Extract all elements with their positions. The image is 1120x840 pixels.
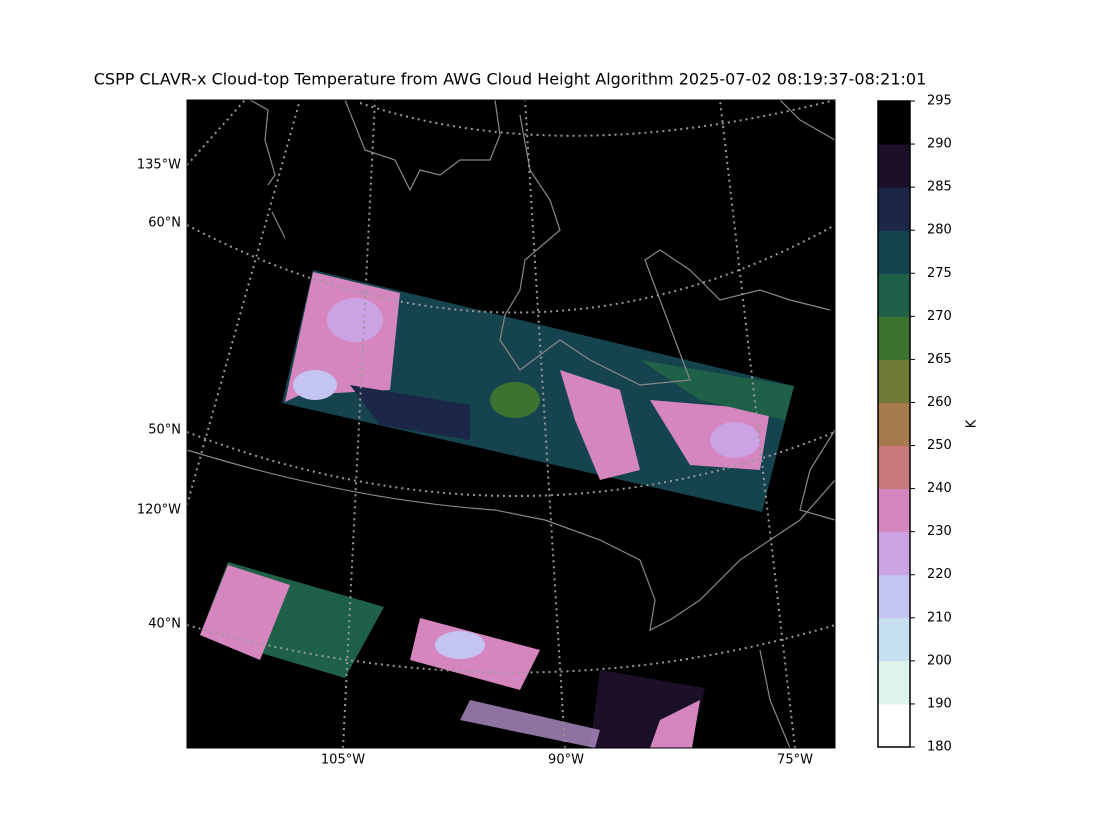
cloud-patch (710, 422, 760, 458)
cloud-patch (560, 370, 640, 480)
colorbar-segment (878, 660, 910, 705)
cloud-patch (640, 360, 794, 420)
lat-label: 50°N (148, 423, 181, 438)
lon-label: 75°W (777, 753, 813, 768)
colorbar-tick-label: 200 (927, 653, 952, 668)
colorbar-segment (878, 144, 910, 188)
cloud-patch (650, 700, 700, 748)
colorbar-segment (878, 445, 910, 490)
colorbar-tick-label: 270 (927, 309, 952, 324)
colorbar-tick-label: 260 (927, 395, 952, 410)
colorbar-segment (878, 359, 910, 403)
colorbar-label: K (965, 419, 980, 428)
colorbar-tick-label: 180 (927, 740, 952, 755)
lat-label: 40°N (148, 617, 181, 632)
colorbar-segment (878, 703, 910, 748)
swath (282, 270, 794, 512)
cloud-patch (490, 382, 540, 418)
colorbar-tick-label: 210 (927, 610, 952, 625)
cloud-patch (350, 385, 470, 440)
lon-label: 105°W (321, 753, 365, 768)
colorbar-tick-label: 290 (927, 137, 952, 152)
colorbar-segment (878, 230, 910, 274)
colorbar-segment (878, 273, 910, 317)
colorbar-frame (877, 100, 911, 748)
colorbar-segment (878, 531, 910, 576)
lat-label: 60°N (148, 216, 181, 231)
colorbar-tick-label: 285 (927, 180, 952, 195)
colorbar-segment (878, 101, 910, 145)
title: CSPP CLAVR-x Cloud-top Temperature from … (94, 70, 927, 89)
cloud-patch (327, 298, 383, 342)
colorbar-segment (878, 402, 910, 447)
colorbar-tick-label: 275 (927, 266, 952, 281)
colorbar-tick-label: 190 (927, 696, 952, 711)
cloud-patch (293, 370, 337, 400)
colorbar-tick-label: 295 (927, 94, 952, 109)
colorbar-tick-label: 250 (927, 438, 952, 453)
colorbar-segment (878, 574, 910, 619)
map-frame (186, 99, 836, 749)
colorbar-tick-label: 230 (927, 524, 952, 539)
colorbar-segment (878, 316, 910, 360)
lon-label: 120°W (137, 503, 181, 518)
colorbar-segment (878, 617, 910, 662)
cloud-patch (200, 565, 290, 660)
colorbar-tick-label: 240 (927, 481, 952, 496)
colorbar-segment (878, 187, 910, 231)
cloud-patch (435, 631, 485, 659)
lon-label: 135°W (137, 158, 181, 173)
colorbar-segment (878, 488, 910, 533)
colorbar-tick-label: 280 (927, 223, 952, 238)
colorbar: 180 190 200 210 220 230 240 250 260 265 270 275 280 2… (877, 94, 952, 755)
cloud-patch (460, 700, 600, 748)
lon-label: 90°W (548, 753, 584, 768)
colorbar-tick-label: 220 (927, 567, 952, 582)
colorbar-tick-label: 265 (927, 352, 952, 367)
map (186, 99, 836, 749)
